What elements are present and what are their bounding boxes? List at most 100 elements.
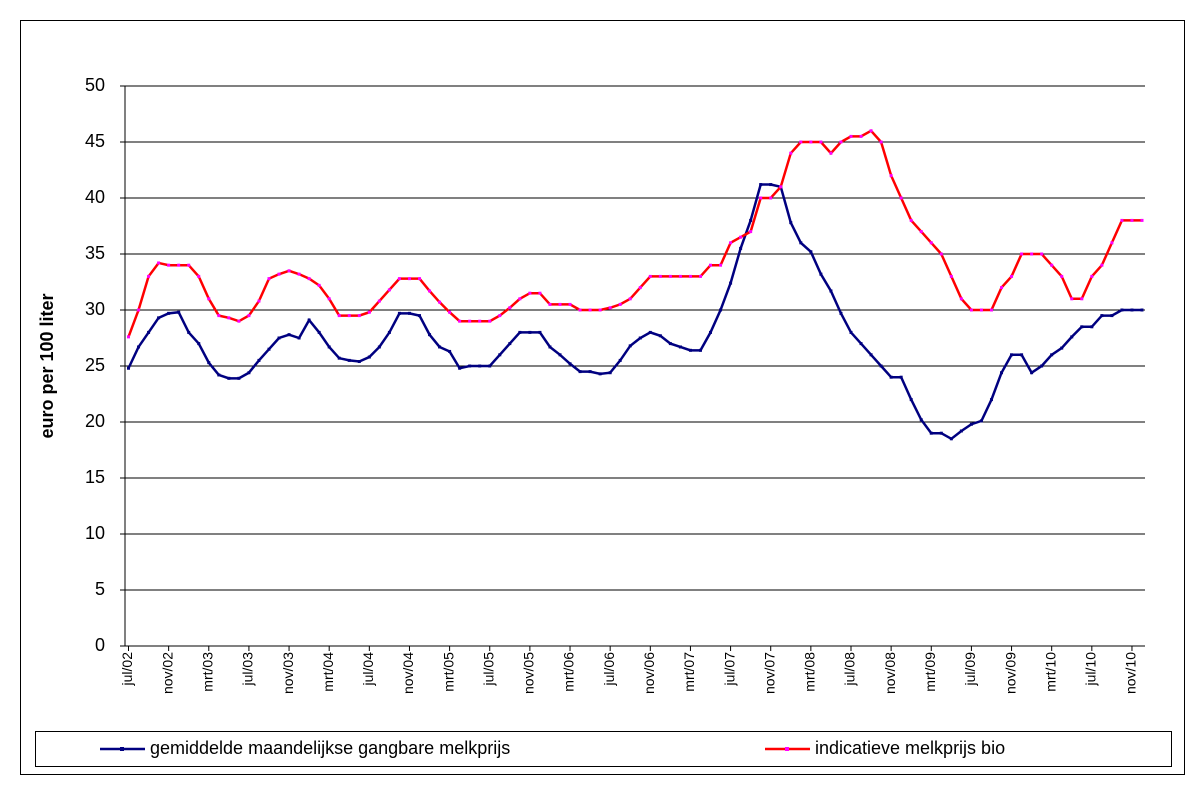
data-point	[227, 316, 231, 320]
data-point	[849, 134, 853, 138]
data-point	[247, 314, 251, 318]
data-point	[979, 419, 983, 423]
data-point	[418, 277, 422, 281]
data-point	[1030, 371, 1034, 375]
legend-marker	[785, 747, 789, 751]
data-point	[989, 398, 993, 402]
data-point	[688, 348, 692, 352]
data-point	[147, 274, 151, 278]
data-point	[729, 241, 733, 245]
y-axis-title: euro per 100 liter	[37, 293, 57, 438]
data-point	[307, 318, 311, 322]
x-tick-label: nov/10	[1123, 652, 1139, 694]
data-point	[859, 134, 863, 138]
data-point	[1000, 371, 1004, 375]
data-point	[1060, 346, 1064, 350]
data-point	[698, 348, 702, 352]
x-tick-label: nov/05	[521, 652, 537, 694]
data-point	[367, 355, 371, 359]
data-point	[1090, 325, 1094, 329]
data-point	[247, 371, 251, 375]
data-point	[1070, 297, 1074, 301]
data-point	[528, 330, 532, 334]
data-point	[468, 364, 472, 368]
data-point	[528, 291, 532, 295]
data-point	[1020, 252, 1024, 256]
data-point	[428, 333, 432, 337]
data-point	[598, 372, 602, 376]
data-point	[789, 221, 793, 225]
data-point	[909, 398, 913, 402]
data-point	[187, 263, 191, 267]
data-point	[638, 286, 642, 290]
data-point	[959, 429, 963, 433]
data-point	[287, 333, 291, 337]
data-point	[799, 241, 803, 245]
chart-frame	[20, 20, 1185, 775]
data-point	[799, 140, 803, 144]
data-point	[809, 140, 813, 144]
data-point	[688, 274, 692, 278]
data-point	[498, 314, 502, 318]
data-point	[438, 300, 442, 304]
data-point	[889, 174, 893, 178]
data-point	[839, 311, 843, 315]
data-point	[317, 283, 321, 287]
x-tick-label: jul/09	[962, 652, 978, 687]
data-point	[558, 353, 562, 357]
x-tick-label: mrt/09	[922, 652, 938, 692]
data-point	[1000, 286, 1004, 290]
data-point	[668, 274, 672, 278]
data-point	[1120, 218, 1124, 222]
data-point	[849, 330, 853, 334]
data-point	[518, 297, 522, 301]
series-line	[127, 129, 1142, 338]
data-point	[347, 314, 351, 318]
data-point	[809, 250, 813, 254]
data-point	[217, 314, 221, 318]
y-tick-label: 5	[95, 579, 105, 599]
data-point	[588, 370, 592, 374]
data-point	[1110, 314, 1114, 318]
x-tick-label: jul/08	[842, 652, 858, 687]
data-point	[939, 252, 943, 256]
data-point	[177, 263, 181, 267]
data-point	[407, 311, 411, 315]
data-point	[749, 230, 753, 234]
data-point	[267, 347, 271, 351]
data-point	[277, 336, 281, 340]
data-point	[347, 358, 351, 362]
data-point	[508, 306, 512, 310]
data-point	[337, 356, 341, 360]
data-point	[879, 364, 883, 368]
data-point	[137, 345, 141, 349]
data-point	[397, 311, 401, 315]
data-point	[829, 289, 833, 293]
x-tick-label: jul/02	[119, 652, 135, 687]
data-point	[448, 349, 452, 353]
legend	[35, 731, 1172, 767]
data-point	[739, 246, 743, 250]
data-point	[678, 345, 682, 349]
data-point	[1040, 252, 1044, 256]
data-point	[1100, 263, 1104, 267]
data-point	[297, 336, 301, 340]
data-point	[337, 314, 341, 318]
data-point	[739, 235, 743, 239]
data-point	[658, 334, 662, 338]
x-tick-label: jul/03	[240, 652, 256, 687]
data-point	[538, 291, 542, 295]
data-point	[327, 297, 331, 301]
data-point	[1080, 325, 1084, 329]
data-point	[167, 311, 171, 315]
x-tick-label: jul/07	[721, 652, 737, 687]
y-tick-label: 45	[85, 131, 105, 151]
data-point	[418, 314, 422, 318]
legend-label: gemiddelde maandelijkse gangbare melkpri…	[150, 738, 510, 758]
data-point	[307, 277, 311, 281]
data-point	[428, 289, 432, 293]
data-point	[1010, 274, 1014, 278]
data-point	[357, 314, 361, 318]
x-tick-label: mrt/08	[802, 652, 818, 692]
